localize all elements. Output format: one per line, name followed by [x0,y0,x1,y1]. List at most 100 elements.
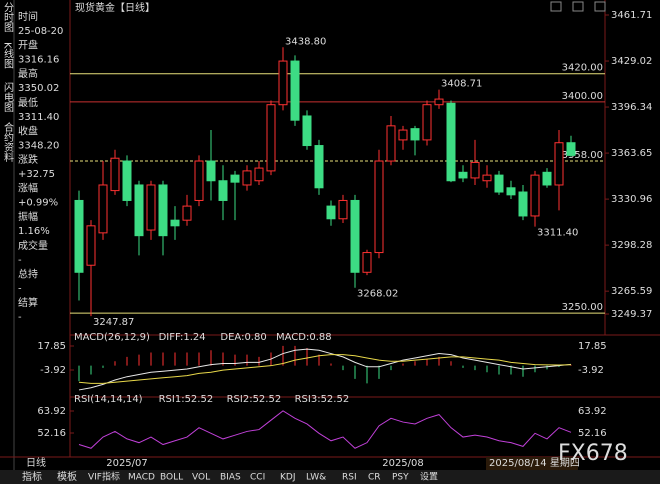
info-value: - [18,312,22,323]
candle-body [254,167,264,182]
indicator-tab[interactable]: MACD [128,473,155,483]
period[interactable]: 日线 [26,456,46,469]
watermark: FX678 [558,441,628,466]
y-tick-label: 52.16 [578,428,607,439]
info-label: 总持 [18,267,38,280]
candle-body [554,142,564,186]
indicator-tab[interactable]: 设置 [420,472,438,483]
date: 2025/08/14 星期四 [489,457,580,469]
info-value: 3311.40 [18,112,59,123]
info-value: 25-08-20 [18,26,63,37]
candle-body [278,60,288,106]
legend-entry: RSI2:52.52 [227,394,282,405]
candle-body [446,102,456,182]
candle-body [74,199,84,273]
indicator-tab[interactable]: VOL [192,473,210,483]
info-label: 最低 [18,96,38,109]
candle-body [182,205,192,221]
y-tick-label: 3363.65 [611,148,652,159]
info-value: +0.99% [18,198,58,209]
info-label: 成交量 [18,239,48,252]
x-tick-label: 2025/07 [106,458,148,469]
indicator-tab[interactable]: PSY [392,473,409,483]
info-value: 3348.20 [18,140,59,151]
indicator-tab[interactable]: VIF指标 [88,471,120,483]
indicator-line [78,410,572,449]
candle-body [470,161,480,179]
y-tick-label: 3330.96 [611,194,652,205]
icon[interactable] [572,1,584,12]
candle-body [398,129,408,141]
icon[interactable] [594,1,606,12]
y-tick-label: 63.92 [37,406,66,417]
y-tick-label: 3429.02 [611,56,652,67]
side-tab[interactable]: 合约资料 [2,121,14,163]
candle-body [566,142,576,156]
price-line-label: 3400.00 [562,91,603,102]
candle-body [458,171,468,179]
candle-body [110,157,120,192]
candle-body [122,160,132,201]
candle-body [302,115,312,147]
candle-body [386,125,396,162]
price-annotation: 3408.71 [441,79,482,90]
info-label: 振幅 [18,210,38,223]
info-value: 3316.16 [18,55,59,66]
price-annotation: 3268.02 [357,289,398,300]
info-label: 时间 [18,10,38,23]
chart-title: 现货黄金【日线】 [75,1,155,14]
legend-entry: RSI3:52.52 [295,394,350,405]
indicator-tab[interactable]: LW& [306,473,326,483]
info-label: 收盘 [18,124,38,137]
legend-entry: RSI1:52.52 [159,394,214,405]
y-tick-label: 3396.34 [611,102,652,113]
indicator-tab[interactable]: CR [368,473,381,483]
info-value: +32.75 [18,169,55,180]
tab[interactable]: 模板 [57,470,77,483]
indicator-tab[interactable]: BOLL [160,473,183,483]
candle-body [530,174,540,217]
candle-body [482,174,492,182]
candle-body [98,184,108,234]
panel-title: RSI(14,14,14) [74,394,143,405]
indicator-tab[interactable]: CCI [250,473,265,483]
y-tick-label: 63.92 [578,406,607,417]
x-tick-label: 2025/08 [382,458,424,469]
candle-body [290,60,300,121]
side-tab[interactable]: K线图 [2,42,14,69]
candle-body [242,170,252,186]
indicator-tab[interactable]: RSI [342,473,357,483]
legend-entry: DEA:0.80 [220,332,266,343]
icon[interactable] [550,1,562,12]
y-tick-label: 17.85 [37,341,66,352]
candle-body [410,128,420,141]
candle-body [206,160,216,182]
candle-body [146,184,156,231]
y-tick-label: 17.85 [578,341,607,352]
tab[interactable]: 指标 [22,470,42,483]
candle-body [494,174,504,193]
price-annotation: 3311.40 [537,228,578,239]
indicator-tab[interactable]: KDJ [280,473,296,483]
tab-bar [0,470,660,484]
info-label: 开盘 [18,39,38,52]
y-tick-label: 3265.59 [611,286,652,297]
info-label: 结算 [18,296,38,309]
indicator-line [78,354,572,384]
date-box [486,457,578,470]
side-tab[interactable]: 分时图 [2,2,14,33]
indicator-tab[interactable]: BIAS [220,473,241,483]
candle-body [506,187,516,196]
candle-body [194,160,204,201]
price-annotation: 3247.87 [93,317,134,328]
candle-body [434,98,444,106]
candle-body [422,104,432,141]
candle-body [86,225,96,266]
candle-body [362,252,372,273]
info-value: 1.16% [18,226,50,237]
side-tab[interactable]: 闪电图 [2,81,14,113]
candle-body [230,174,240,183]
price-annotation: 3438.80 [285,36,326,47]
